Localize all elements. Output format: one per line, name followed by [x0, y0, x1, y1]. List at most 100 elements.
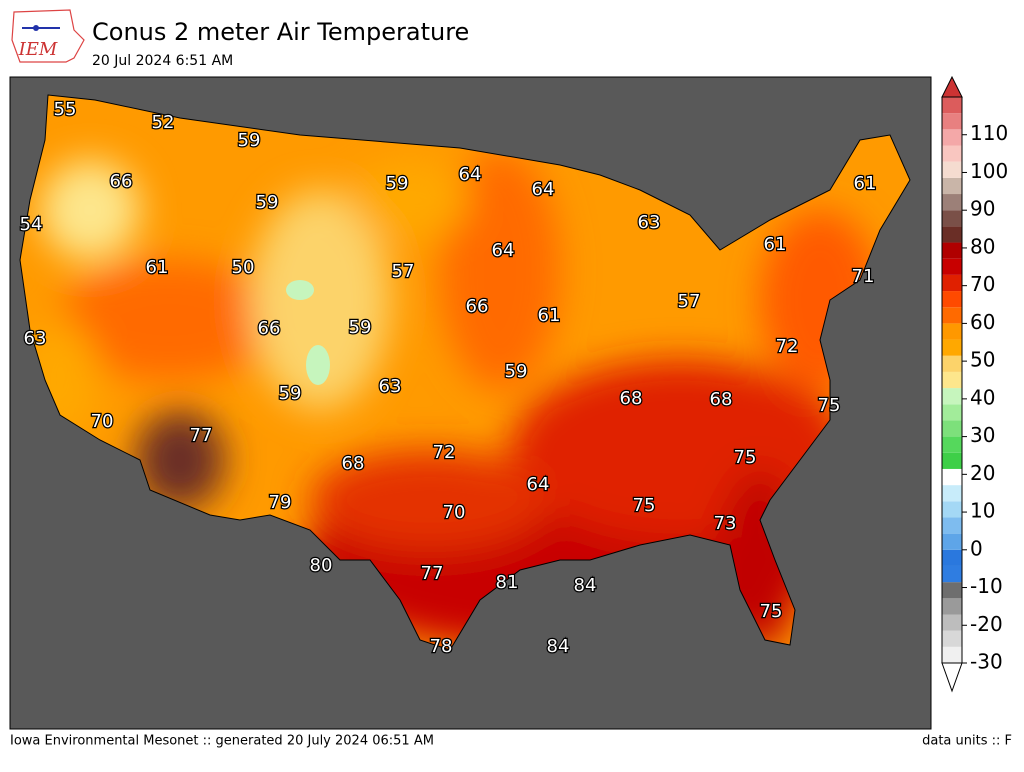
station-temp: 61 — [538, 305, 561, 326]
station-temp: 59 — [349, 317, 372, 338]
station-temp: 70 — [443, 502, 466, 523]
colorbar-bin — [942, 291, 962, 308]
footer-left: Iowa Environmental Mesonet :: generated … — [10, 734, 434, 749]
colorbar-bin — [942, 436, 962, 453]
colorbar-bin — [942, 274, 962, 292]
station-temp: 77 — [421, 563, 444, 584]
colorbar-tick-label: 30 — [970, 423, 995, 447]
station-temp: 81 — [496, 572, 519, 593]
colorbar-frame — [941, 96, 963, 664]
station-temp: 66 — [258, 318, 281, 339]
colorbar-bin — [942, 565, 962, 583]
station-labels: 55 52 59 66 59 64 64 61 54 59 63 61 64 50 61 57 71 66 57 61… — [18, 98, 877, 659]
colorbar-tick-label: -20 — [970, 612, 1003, 636]
colorbar-bin — [942, 161, 962, 178]
colorbar-bin — [942, 614, 962, 631]
colorbar-bin — [942, 582, 962, 599]
station-temp: 54 — [20, 214, 43, 235]
logo-text: IEM — [18, 39, 58, 60]
colorbar-bin — [942, 485, 962, 502]
colorbar-tick-label: 0 — [970, 536, 983, 560]
colorbar-tick-label: 50 — [970, 348, 995, 372]
station-temp: 79 — [269, 492, 292, 513]
station-temp: 59 — [238, 130, 261, 151]
colorbar-bin — [942, 210, 962, 227]
colorbar-bin — [942, 371, 962, 389]
station-temp: 63 — [638, 212, 661, 233]
colorbar-bin — [942, 630, 962, 647]
station-temp: 61 — [764, 234, 787, 255]
station-temp: 80 — [310, 555, 333, 576]
colorbar-over — [941, 75, 963, 98]
colorbar-tick-label: 60 — [970, 310, 995, 334]
colorbar-bin — [942, 598, 962, 615]
station-temp: 68 — [710, 389, 733, 410]
station-temp: 64 — [459, 164, 482, 185]
colorbar-under — [941, 662, 963, 693]
station-temp: 59 — [256, 192, 279, 213]
colorbar-tick-label: 20 — [970, 461, 995, 485]
station-temp: 63 — [379, 376, 402, 397]
station-temp: 75 — [734, 447, 757, 468]
colorbar: -30 -20 -10 0 10 20 30 40 50 60 70 80 90 100 110 — [941, 75, 1008, 693]
colorbar-tick-label: 70 — [970, 272, 995, 296]
logo: IEM — [11, 9, 85, 63]
coastline — [19, 94, 911, 651]
station-temp: 75 — [633, 495, 656, 516]
station-temp: 63 — [24, 328, 47, 349]
station-temp: 75 — [760, 601, 783, 622]
colorbar-bin — [942, 501, 962, 518]
station-temp: 61 — [146, 257, 169, 278]
station-temp: 52 — [152, 112, 175, 133]
station-temp: 78 — [430, 636, 453, 657]
colorbar-bin — [942, 177, 962, 195]
station-temp: 73 — [714, 513, 737, 534]
station-temp: 64 — [532, 179, 555, 200]
station-temp: 72 — [433, 442, 456, 463]
station-temp: 84 — [574, 575, 597, 596]
colorbar-bin — [942, 145, 962, 162]
colorbar-bin — [942, 323, 962, 340]
station-temp: 64 — [527, 474, 550, 495]
colorbar-bin — [942, 452, 962, 469]
station-temp: 77 — [190, 425, 213, 446]
station-temp: 64 — [492, 240, 515, 261]
station-temp: 84 — [547, 636, 570, 657]
station-temp: 55 — [54, 99, 77, 120]
colorbar-bin — [942, 113, 962, 130]
colorbar-bin — [942, 468, 962, 486]
station-temp: 72 — [776, 336, 799, 357]
colorbar-tick-label: 40 — [970, 385, 995, 409]
station-temp: 75 — [818, 395, 841, 416]
colorbar-bin — [942, 129, 962, 146]
colorbar-tick-label: -30 — [970, 650, 1003, 674]
colorbar-bin — [942, 258, 962, 275]
colorbar-bin — [942, 549, 962, 566]
subtitle: 20 Jul 2024 6:51 AM — [92, 53, 233, 69]
colorbar-tick-label: 80 — [970, 234, 995, 258]
station-temp: 68 — [620, 388, 643, 409]
station-temp: 57 — [678, 291, 701, 312]
colorbar-bin — [942, 242, 962, 259]
station-temp: 61 — [854, 173, 877, 194]
station-temp: 66 — [466, 296, 489, 317]
station-temp: 59 — [505, 361, 528, 382]
station-temp: 59 — [386, 173, 409, 194]
station-temp: 68 — [342, 453, 365, 474]
station-temp: 59 — [279, 383, 302, 404]
colorbar-tick-label: 90 — [970, 197, 995, 221]
title: Conus 2 meter Air Temperature — [92, 18, 469, 46]
station-temp: 66 — [110, 171, 133, 192]
colorbar-bin — [942, 420, 962, 437]
colorbar-bin — [942, 533, 962, 550]
colorbar-bin — [942, 404, 962, 421]
footer-right: data units :: F — [922, 734, 1012, 749]
colorbar-bin — [942, 194, 962, 211]
station-temp: 50 — [232, 257, 255, 278]
colorbar-bin — [942, 646, 962, 663]
colorbar-bin — [942, 517, 962, 534]
colorbar-tick-label: 10 — [970, 499, 995, 523]
colorbar-tick-label: -10 — [970, 574, 1003, 598]
